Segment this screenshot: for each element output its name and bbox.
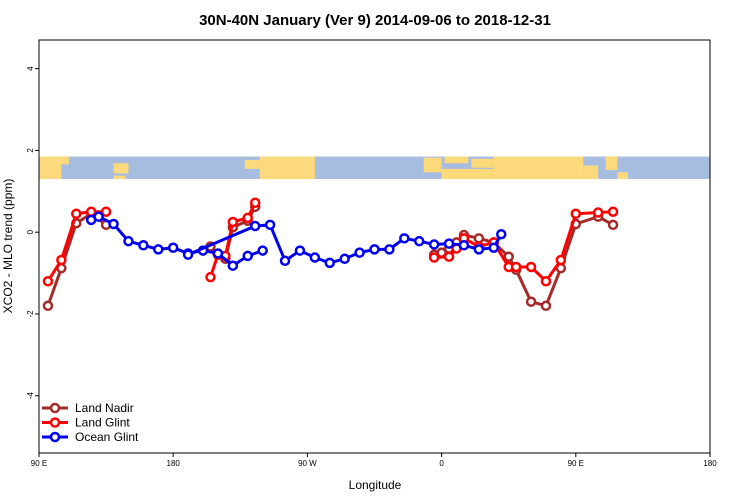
map-land-patch (244, 159, 260, 169)
x-tick-label: 0 (439, 459, 444, 468)
legend-marker (49, 402, 61, 414)
x-tick-label: 180 (167, 459, 181, 468)
data-point (227, 216, 239, 228)
data-point (182, 249, 194, 260)
y-tick-label: 0 (26, 229, 35, 234)
map-land-patch (471, 158, 494, 168)
data-point (309, 252, 321, 263)
data-point (354, 247, 365, 258)
data-point (56, 254, 67, 266)
legend-marker (49, 417, 61, 428)
data-point (473, 233, 485, 244)
data-point (71, 208, 82, 220)
x-axis: 90 E 180 90 W 0 90 E 180 (31, 453, 717, 468)
data-point (473, 244, 485, 255)
data-point (242, 212, 254, 224)
data-point (324, 257, 336, 269)
y-axis-label: XCO2 - MLO trend (ppm) (1, 179, 15, 314)
data-point (212, 248, 224, 259)
data-point (592, 207, 604, 218)
data-point (108, 218, 119, 230)
map-land-patch (113, 175, 126, 180)
map-land-patch (605, 156, 618, 171)
data-point (443, 238, 455, 249)
y-tick-label: -2 (26, 310, 35, 318)
chart-title: 30N-40N January (Ver 9) 2014-09-06 to 20… (199, 12, 551, 29)
y-tick-label: -4 (26, 392, 35, 400)
data-point (93, 211, 104, 222)
map-land-patch (583, 165, 599, 180)
map-land-patch (493, 156, 584, 180)
data-point (428, 252, 440, 263)
y-tick-label: 4 (26, 66, 35, 71)
data-point (525, 261, 537, 273)
data-point (458, 240, 470, 251)
data-point (443, 251, 455, 262)
y-tick-label: 2 (26, 148, 35, 153)
data-point (607, 219, 619, 231)
data-point (100, 206, 112, 217)
data-point (257, 245, 268, 256)
legend-label: Land Glint (75, 416, 130, 430)
x-axis-label: Longitude (349, 478, 402, 492)
data-point (488, 242, 500, 253)
map-land-patch (50, 156, 69, 165)
legend-marker (49, 431, 61, 443)
data-point (42, 300, 54, 312)
series-ocean-glint (85, 211, 507, 271)
data-point (279, 255, 291, 267)
data-point (607, 206, 619, 217)
series-land-nadir (42, 201, 619, 312)
data-point (138, 240, 149, 251)
data-point (540, 300, 552, 312)
data-point (153, 244, 164, 255)
legend-item: Land Glint (42, 416, 130, 430)
data-point (369, 244, 380, 255)
data-point (249, 220, 261, 232)
data-point (413, 235, 425, 247)
data-point (503, 251, 514, 262)
data-point (167, 242, 179, 253)
x-tick-label: 90 W (298, 459, 317, 468)
plot-frame (38, 39, 711, 454)
data-point (264, 219, 276, 231)
data-point (123, 235, 134, 247)
x-tick-label: 180 (703, 459, 717, 468)
map-strip (39, 156, 710, 180)
data-point (339, 253, 350, 265)
map-land-patch (617, 172, 628, 180)
map-land-patch (441, 168, 494, 180)
map-land-patch (259, 156, 315, 180)
map-land-patch (444, 156, 469, 164)
data-point (227, 260, 239, 271)
data-point (294, 245, 306, 256)
data-point (205, 271, 216, 283)
x-tick-label: 90 E (568, 459, 584, 468)
legend-item: Ocean Glint (42, 430, 139, 444)
data-point (242, 250, 254, 262)
data-point (428, 239, 440, 250)
data-point (249, 197, 261, 208)
x-tick-label: 90 E (31, 459, 47, 468)
data-point (42, 276, 54, 287)
data-point (399, 233, 410, 244)
data-point (525, 296, 537, 307)
data-point (495, 228, 507, 240)
series-layer (42, 197, 619, 312)
legend-label: Land Nadir (75, 401, 134, 415)
data-point (540, 276, 552, 287)
map-land-patch (113, 163, 129, 174)
data-point (555, 254, 567, 266)
legend-label: Ocean Glint (75, 430, 139, 444)
data-point (570, 208, 582, 220)
data-point (384, 244, 395, 255)
legend-item: Land Nadir (42, 401, 134, 415)
data-point (510, 261, 522, 273)
y-axis: -4 -2 0 2 4 (26, 66, 39, 399)
map-land-patch (423, 157, 442, 173)
series-line (433, 215, 614, 308)
